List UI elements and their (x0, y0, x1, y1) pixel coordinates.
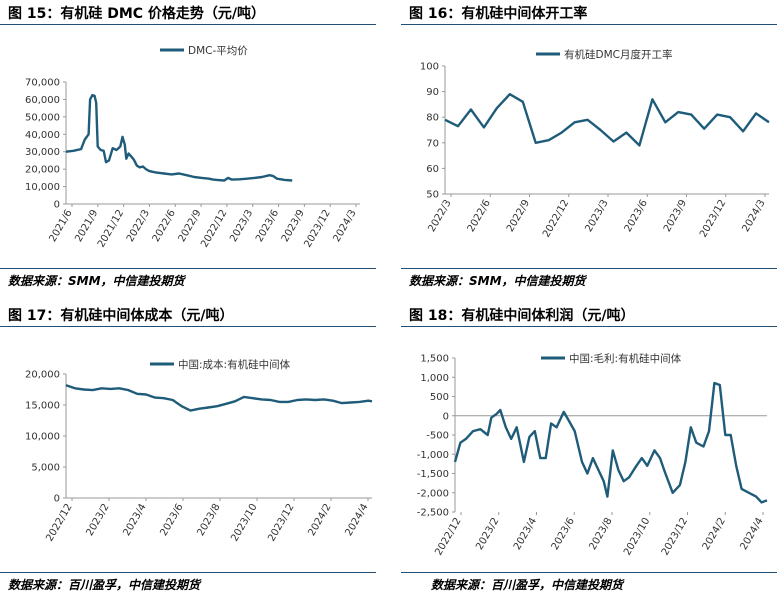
source-rule (401, 268, 777, 269)
x-tick-label: 2022/9 (177, 208, 204, 244)
x-tick-label: 2022/12 (433, 516, 463, 557)
legend-label: 中国:毛利:有机硅中间体 (569, 352, 682, 365)
y-tick-label: 50 (426, 190, 439, 201)
x-tick-label: 2023/9 (280, 208, 307, 244)
chart-source: 数据来源：SMM，中信建投期货 (409, 274, 586, 288)
source-rule (0, 268, 376, 269)
y-tick-label: 15,000 (25, 401, 60, 412)
x-tick-label: 2023/2 (474, 516, 501, 552)
source-rule (401, 572, 777, 573)
x-tick-label: 2022/3 (125, 208, 152, 244)
chart-panel-dmc-price: 图 15：有机硅 DMC 价格走势（元/吨） 70,000 60,000 50,00… (0, 0, 380, 290)
y-tick-label: 5,000 (31, 463, 60, 474)
y-tick-label: 30,000 (25, 147, 60, 158)
y-tick-label: -2,500 (417, 508, 449, 519)
x-tick-label: 2023/8 (195, 502, 222, 538)
title-rule (401, 326, 777, 327)
x-tick-label: 2022/6 (151, 208, 178, 244)
x-tick-label: 2023/12 (698, 198, 728, 239)
x-tick-label: 2024/4 (738, 516, 765, 552)
y-tick-label: -2,000 (417, 488, 449, 499)
y-tick-label: 40,000 (25, 130, 60, 141)
y-tick-label: 10,000 (25, 432, 60, 443)
chart-title: 图 18：有机硅中间体利润（元/吨） (409, 308, 635, 324)
x-tick-label: 2022/9 (505, 198, 532, 234)
title-rule (0, 24, 376, 25)
chart-svg: 1,500 1,000 500 0 -500 -1,000 -1,500 -2,000 -2,5… (417, 352, 768, 557)
x-tick-label: 2022/3 (426, 198, 453, 234)
y-tick-label: -500 (426, 431, 449, 442)
y-tick-label: 60 (426, 164, 439, 175)
x-tick-label: 2022/12 (44, 502, 74, 543)
y-tick-label: 90 (426, 87, 439, 98)
x-tick-label: 2023/6 (550, 516, 577, 552)
chart-panel-profit: 图 18：有机硅中间体利润（元/吨） 1,500 1,000 500 0 -500 -1,… (401, 302, 781, 592)
y-tick-label: 80 (426, 113, 439, 124)
x-tick-label: 2022/6 (466, 198, 493, 234)
y-tick-label: 1,000 (420, 373, 449, 384)
series-line (65, 93, 293, 182)
y-tick-label: 1,500 (420, 354, 449, 365)
x-tick-label: 2022/12 (199, 208, 229, 249)
y-tick-label: 20,000 (25, 370, 60, 381)
y-tick-label: -1,000 (417, 450, 449, 461)
legend-label: 有机硅DMC月度开工率 (564, 48, 672, 61)
x-tick-label: 2023/3 (583, 198, 610, 234)
series-line (65, 384, 373, 412)
x-tick-label: 2024/2 (701, 516, 728, 552)
y-tick-label: -1,500 (417, 469, 449, 480)
x-tick-label: 2021/9 (73, 208, 100, 244)
chart-panel-operating-rate: 图 16：有机硅中间体开工率 100 90 80 70 60 50 2022/3 2022/6… (401, 0, 781, 290)
legend-label: 中国:成本:有机硅中间体 (178, 358, 291, 371)
y-tick-label: 10,000 (25, 182, 60, 193)
y-tick-label: 20,000 (25, 165, 60, 176)
x-tick-label: 2023/12 (266, 502, 296, 543)
x-tick-label: 2023/4 (121, 502, 148, 538)
x-tick-label: 2023/4 (512, 516, 539, 552)
x-tick-label: 2024/4 (343, 502, 370, 538)
y-tick-label: 70 (426, 138, 439, 149)
y-tick-label: 0 (54, 494, 60, 505)
x-tick-label: 2023/9 (662, 198, 689, 234)
x-tick-label: 2023/6 (254, 208, 281, 244)
x-tick-label: 2024/3 (740, 198, 767, 234)
series-line (453, 381, 768, 504)
y-tick-label: 0 (443, 411, 449, 422)
x-tick-label: 2024/3 (331, 208, 358, 244)
y-tick-label: 500 (430, 392, 449, 403)
chart-title: 图 17：有机硅中间体成本（元/吨） (8, 308, 234, 324)
legend-label: DMC-平均价 (188, 45, 248, 57)
x-tick-label: 2023/2 (84, 502, 111, 538)
chart-source: 数据来源：百川盈孚，中信建投期货 (8, 578, 201, 592)
chart-title: 图 16：有机硅中间体开工率 (409, 6, 588, 22)
x-tick-label: 2023/12 (660, 516, 690, 557)
chart-svg: 70,000 60,000 50,000 40,000 30,000 20,000 10,0… (25, 45, 360, 249)
chart-source: 数据来源：SMM，中信建投期货 (8, 274, 185, 288)
series-line (444, 93, 770, 147)
chart-panel-cost: 图 17：有机硅中间体成本（元/吨） 20,000 15,000 10,000 5,0… (0, 302, 380, 592)
x-tick-label: 2023/12 (302, 208, 332, 249)
x-tick-label: 2022/12 (541, 198, 571, 239)
title-rule (0, 326, 376, 327)
title-rule (401, 24, 777, 25)
x-tick-label: 2023/8 (587, 516, 614, 552)
y-tick-label: 60,000 (25, 95, 60, 106)
x-tick-label: 2021/6 (47, 208, 74, 244)
x-tick-label: 2023/6 (623, 198, 650, 234)
x-tick-label: 2024/2 (306, 502, 333, 538)
x-tick-label: 2023/10 (229, 502, 259, 543)
y-tick-label: 100 (420, 62, 439, 73)
y-tick-label: 0 (54, 200, 60, 211)
x-tick-label: 2023/10 (622, 516, 652, 557)
source-rule (0, 572, 376, 573)
y-tick-label: 50,000 (25, 112, 60, 123)
chart-source: 数据来源：百川盈孚，中信建投期货 (431, 578, 624, 592)
x-tick-label: 2021/12 (96, 208, 126, 249)
x-tick-label: 2023/3 (228, 208, 255, 244)
y-tick-label: 70,000 (25, 78, 60, 89)
chart-title: 图 15：有机硅 DMC 价格走势（元/吨） (8, 6, 266, 22)
x-tick-label: 2023/6 (158, 502, 185, 538)
